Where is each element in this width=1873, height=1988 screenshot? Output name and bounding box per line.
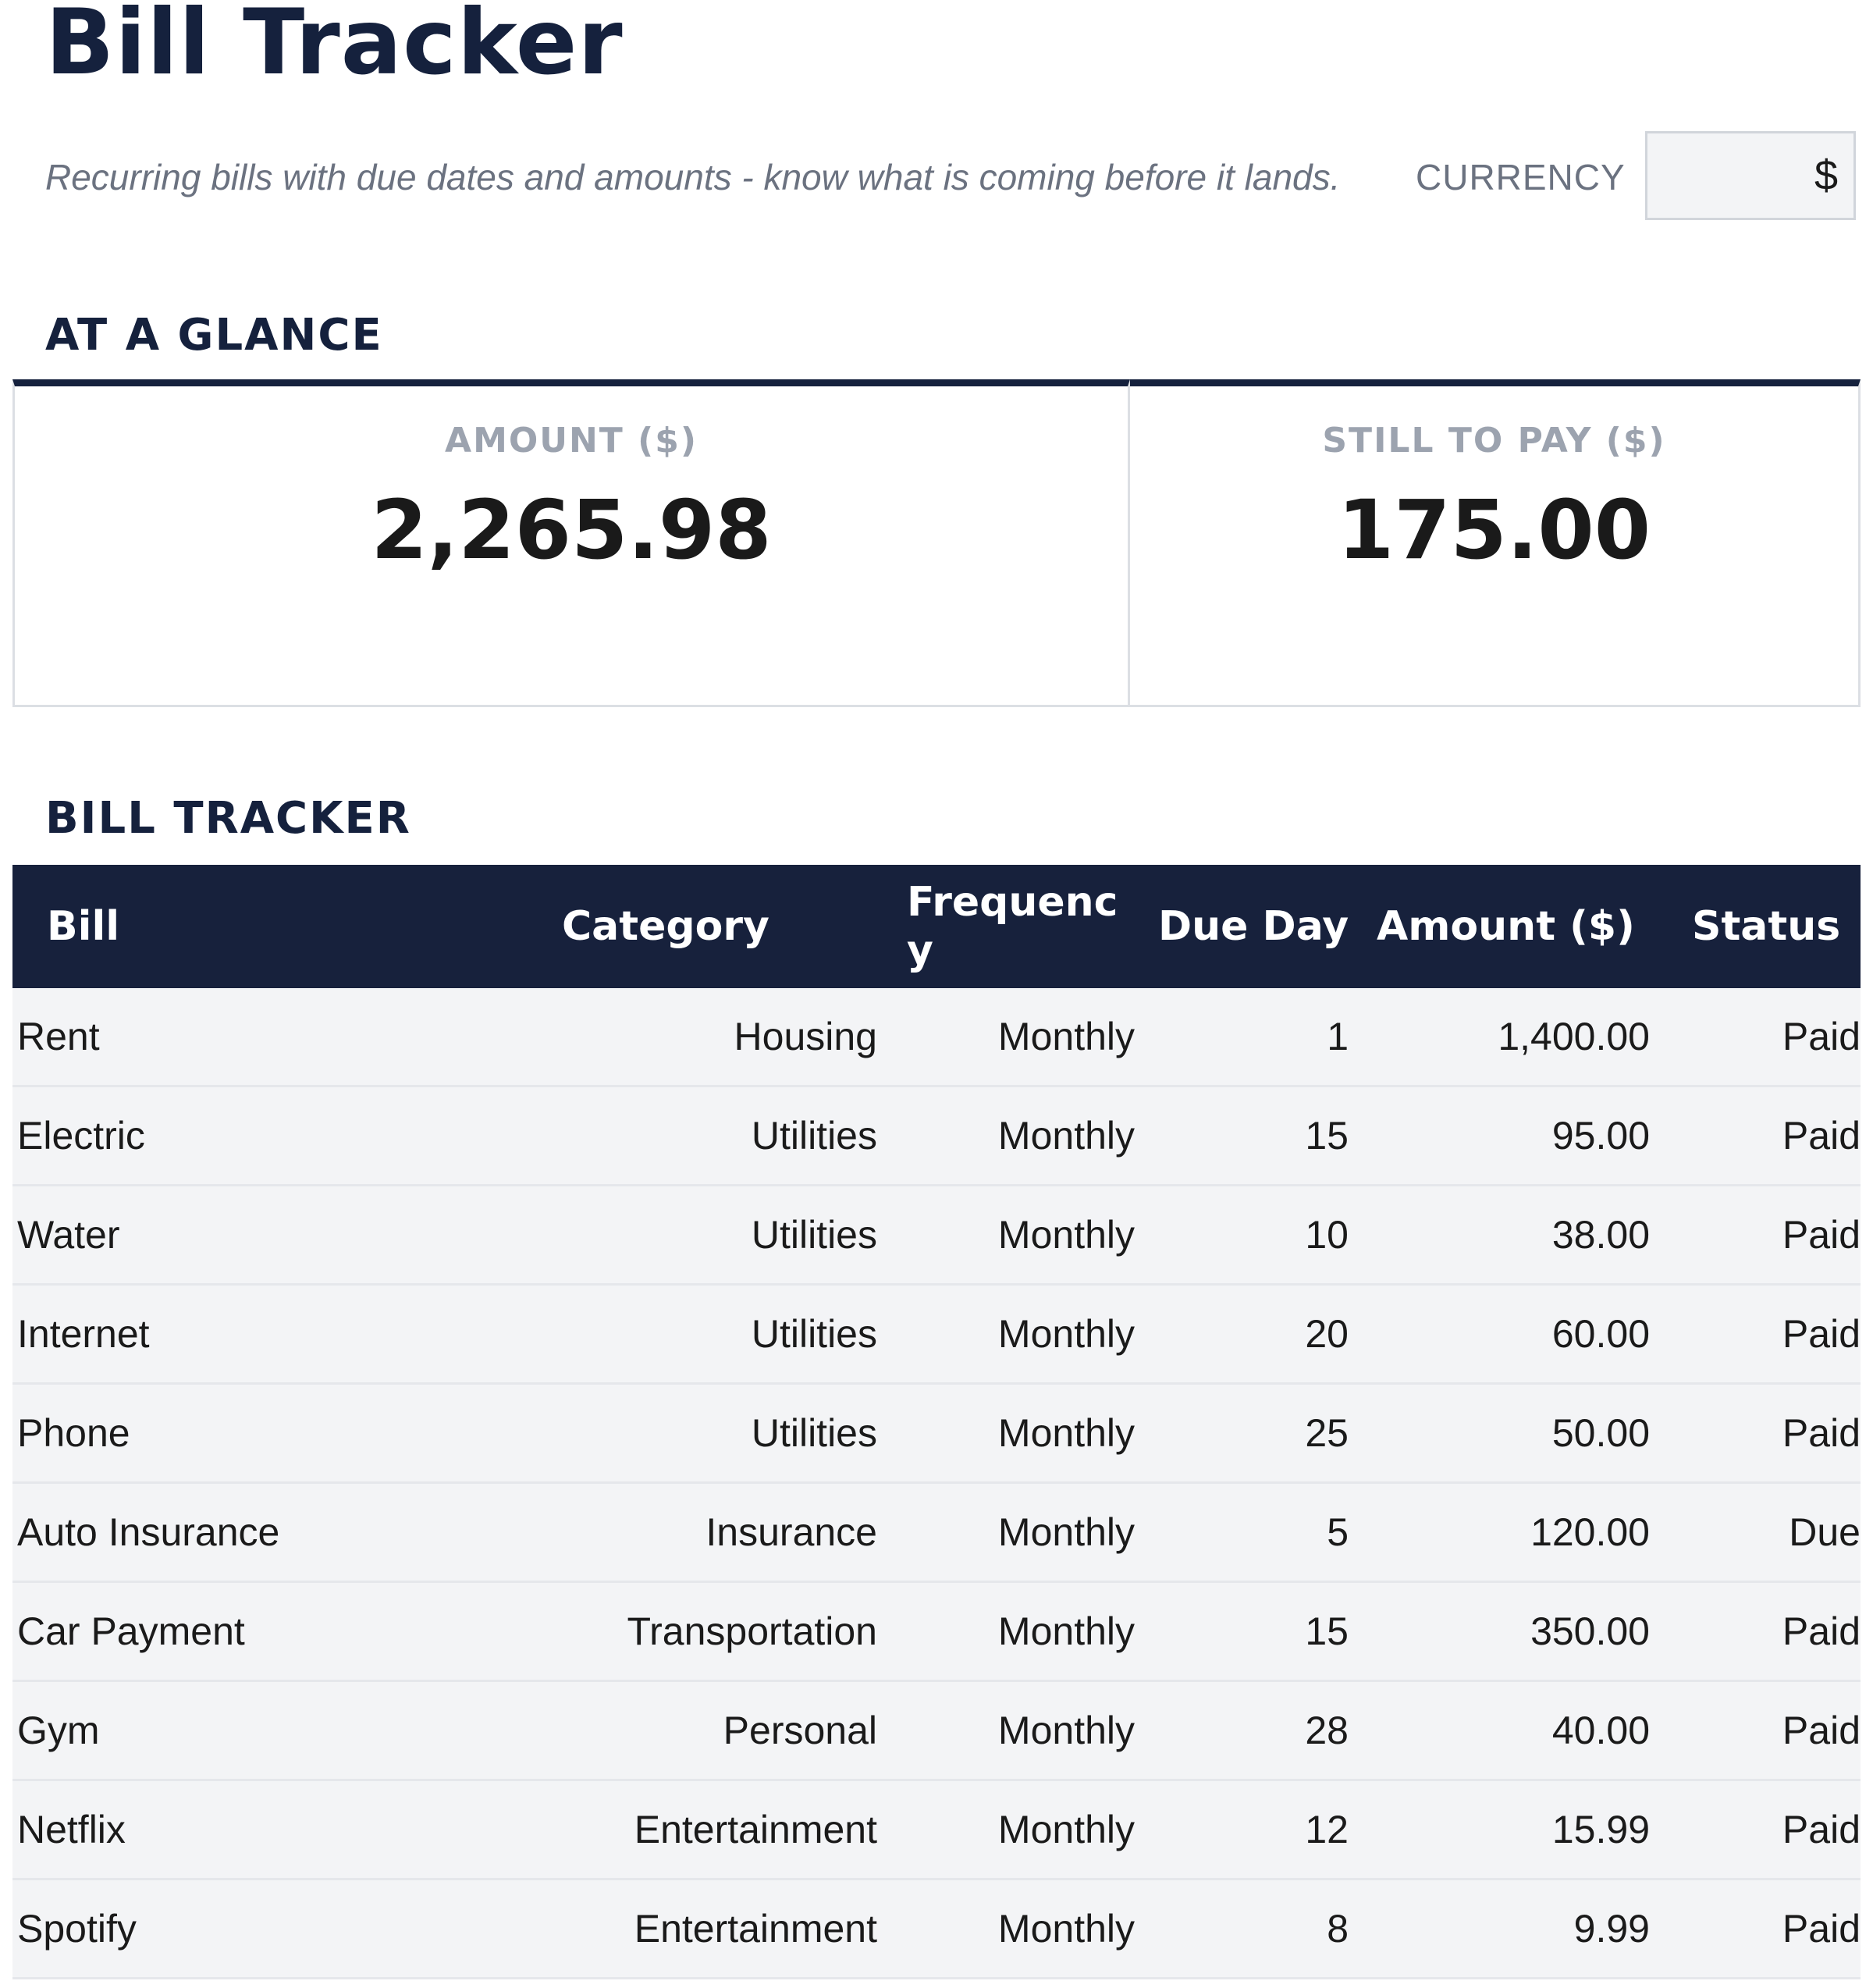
cell-due-day[interactable]: 10 [1149, 1185, 1363, 1286]
table-row: Phone Utilities Monthly 25 50.00 Paid [12, 1383, 1861, 1484]
cell-bill[interactable]: Water [12, 1185, 528, 1286]
table-row: Internet Utilities Monthly 20 60.00 Paid [12, 1284, 1861, 1385]
column-header-frequency[interactable]: Frequency [891, 865, 1149, 988]
cell-frequency[interactable]: Monthly [891, 1284, 1149, 1385]
cell-bill[interactable]: Auto Insurance [12, 1482, 528, 1583]
cell-status[interactable]: Paid [1664, 1284, 1861, 1385]
cell-frequency[interactable]: Monthly [891, 1383, 1149, 1484]
cell-amount[interactable]: 350.00 [1363, 1581, 1664, 1682]
cell-category[interactable]: Personal [528, 1680, 891, 1781]
cell-category[interactable]: Entertainment [528, 1879, 891, 1979]
cell-status[interactable]: Paid [1664, 988, 1861, 1087]
cell-frequency[interactable]: Monthly [891, 1581, 1149, 1682]
cell-frequency[interactable]: Monthly [891, 1780, 1149, 1880]
cell-due-day[interactable]: 15 [1149, 1086, 1363, 1186]
cell-bill[interactable]: Internet [12, 1284, 528, 1385]
cell-amount[interactable]: 15.99 [1363, 1780, 1664, 1880]
cell-amount[interactable]: 38.00 [1363, 1185, 1664, 1286]
cell-category[interactable]: Utilities [528, 1383, 891, 1484]
cell-due-day[interactable]: 20 [1149, 1284, 1363, 1385]
cell-due-day[interactable]: 8 [1149, 1879, 1363, 1979]
table-header-row: Bill Category Frequency Due Day Amount (… [12, 865, 1861, 988]
table-row: Water Utilities Monthly 10 38.00 Paid [12, 1185, 1861, 1286]
cell-status[interactable]: Paid [1664, 1383, 1861, 1484]
cell-amount[interactable]: 1,400.00 [1363, 988, 1664, 1087]
cell-due-day[interactable]: 25 [1149, 1383, 1363, 1484]
still-to-pay-value: 175.00 [1337, 482, 1651, 578]
column-header-category[interactable]: Category [528, 865, 891, 988]
cell-status[interactable]: Paid [1664, 1185, 1861, 1286]
table-row: Car Payment Transportation Monthly 15 35… [12, 1581, 1861, 1682]
cell-amount[interactable]: 50.00 [1363, 1383, 1664, 1484]
cell-bill[interactable]: Phone [12, 1383, 528, 1484]
cell-amount[interactable]: 9.99 [1363, 1879, 1664, 1979]
table-row: Electric Utilities Monthly 15 95.00 Paid [12, 1086, 1861, 1186]
cell-category[interactable]: Utilities [528, 1086, 891, 1186]
table-row: Spotify Entertainment Monthly 8 9.99 Pai… [12, 1879, 1861, 1979]
cell-bill[interactable]: Rent [12, 988, 528, 1087]
cell-status[interactable]: Paid [1664, 1581, 1861, 1682]
tracker-heading: BILL TRACKER [45, 793, 411, 844]
cell-category[interactable]: Insurance [528, 1482, 891, 1583]
cell-status[interactable]: Paid [1664, 1780, 1861, 1880]
column-header-due-day[interactable]: Due Day [1149, 865, 1363, 988]
cell-frequency[interactable]: Monthly [891, 1086, 1149, 1186]
cell-due-day[interactable]: 15 [1149, 1581, 1363, 1682]
amount-card-label: AMOUNT ($) [445, 421, 698, 461]
page-title: Bill Tracker [45, 0, 624, 95]
glance-cards: AMOUNT ($) 2,265.98 STILL TO PAY ($) 175… [12, 379, 1861, 707]
cell-category[interactable]: Utilities [528, 1284, 891, 1385]
cell-status[interactable]: Paid [1664, 1086, 1861, 1186]
cell-amount[interactable]: 95.00 [1363, 1086, 1664, 1186]
page-subtitle: Recurring bills with due dates and amoun… [45, 157, 1341, 197]
currency-input[interactable]: $ [1645, 131, 1856, 220]
cell-frequency[interactable]: Monthly [891, 1879, 1149, 1979]
table-row: Rent Housing Monthly 1 1,400.00 Paid [12, 988, 1861, 1087]
cell-due-day[interactable]: 1 [1149, 988, 1363, 1087]
cell-due-day[interactable]: 5 [1149, 1482, 1363, 1583]
still-to-pay-label: STILL TO PAY ($) [1322, 421, 1666, 461]
cell-category[interactable]: Utilities [528, 1185, 891, 1286]
glance-heading: AT A GLANCE [45, 310, 383, 361]
cell-status[interactable]: Paid [1664, 1879, 1861, 1979]
column-header-bill[interactable]: Bill [12, 865, 528, 988]
cell-bill[interactable]: Car Payment [12, 1581, 528, 1682]
cell-amount[interactable]: 60.00 [1363, 1284, 1664, 1385]
cell-due-day[interactable]: 28 [1149, 1680, 1363, 1781]
amount-card: AMOUNT ($) 2,265.98 [12, 379, 1130, 707]
table-row: Auto Insurance Insurance Monthly 5 120.0… [12, 1482, 1861, 1583]
cell-category[interactable]: Housing [528, 988, 891, 1087]
amount-card-value: 2,265.98 [371, 482, 772, 578]
still-to-pay-card: STILL TO PAY ($) 175.00 [1130, 379, 1861, 707]
table-row: Netflix Entertainment Monthly 12 15.99 P… [12, 1780, 1861, 1880]
cell-frequency[interactable]: Monthly [891, 1482, 1149, 1583]
cell-frequency[interactable]: Monthly [891, 1680, 1149, 1781]
cell-frequency[interactable]: Monthly [891, 1185, 1149, 1286]
cell-amount[interactable]: 120.00 [1363, 1482, 1664, 1583]
cell-due-day[interactable]: 12 [1149, 1780, 1363, 1880]
cell-amount[interactable]: 40.00 [1363, 1680, 1664, 1781]
cell-bill[interactable]: Gym [12, 1680, 528, 1781]
cell-status[interactable]: Paid [1664, 1680, 1861, 1781]
column-header-amount[interactable]: Amount ($) [1363, 865, 1664, 988]
bill-table: Bill Category Frequency Due Day Amount (… [12, 865, 1861, 1979]
table-row: Gym Personal Monthly 28 40.00 Paid [12, 1680, 1861, 1781]
cell-category[interactable]: Transportation [528, 1581, 891, 1682]
currency-label: CURRENCY [1416, 157, 1626, 197]
cell-status[interactable]: Due [1664, 1482, 1861, 1583]
cell-bill[interactable]: Electric [12, 1086, 528, 1186]
cell-bill[interactable]: Netflix [12, 1780, 528, 1880]
cell-category[interactable]: Entertainment [528, 1780, 891, 1880]
column-header-status[interactable]: Status [1664, 865, 1861, 988]
cell-frequency[interactable]: Monthly [891, 988, 1149, 1087]
cell-bill[interactable]: Spotify [12, 1879, 528, 1979]
